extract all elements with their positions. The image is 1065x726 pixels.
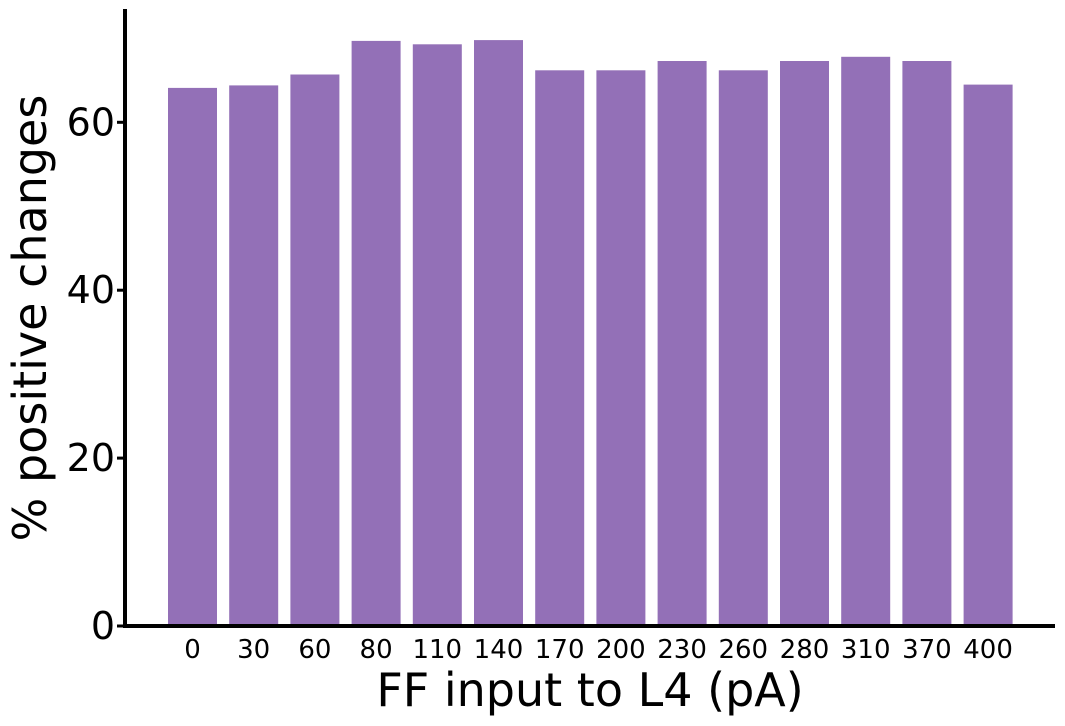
bar-280 <box>780 61 829 626</box>
x-tick-label: 280 <box>780 635 830 665</box>
x-tick-label: 110 <box>412 635 462 665</box>
x-axis-ticks: 0 30 60 80 110 140 170 200 230 260 280 310 370 400 <box>184 635 1013 665</box>
x-tick-label: 200 <box>596 635 646 665</box>
y-tick-label: 20 <box>67 436 115 480</box>
bars-group <box>168 40 1013 627</box>
bar-30 <box>229 85 279 626</box>
y-tick-label: 0 <box>91 604 115 648</box>
x-tick-label: 0 <box>184 635 201 665</box>
x-axis-label: FF input to L4 (pA) <box>376 663 803 717</box>
x-tick-label: 60 <box>298 635 331 665</box>
y-axis-ticks: 0 20 40 60 <box>67 100 125 648</box>
y-axis-label: % positive changes <box>3 95 57 542</box>
x-tick-label: 310 <box>841 635 891 665</box>
bar-110 <box>412 44 462 627</box>
bar-230 <box>657 61 707 626</box>
bar-260 <box>718 70 768 627</box>
x-tick-label: 80 <box>360 635 393 665</box>
bar-200 <box>596 70 646 627</box>
x-tick-label: 30 <box>237 635 270 665</box>
bar-80 <box>351 40 401 626</box>
bar-0 <box>168 87 217 626</box>
bar-310 <box>841 56 891 627</box>
bar-60 <box>290 74 340 626</box>
x-tick-label: 140 <box>474 635 524 665</box>
x-tick-label: 370 <box>902 635 952 665</box>
bar-140 <box>474 40 523 627</box>
bar-170 <box>535 70 585 627</box>
x-tick-label: 170 <box>535 635 585 665</box>
bar-370 <box>902 61 952 626</box>
bar-400 <box>963 84 1013 627</box>
x-tick-label: 230 <box>657 635 707 665</box>
y-tick-label: 60 <box>67 100 115 144</box>
x-tick-label: 400 <box>963 635 1013 665</box>
x-tick-label: 260 <box>718 635 768 665</box>
y-tick-label: 40 <box>67 268 115 312</box>
